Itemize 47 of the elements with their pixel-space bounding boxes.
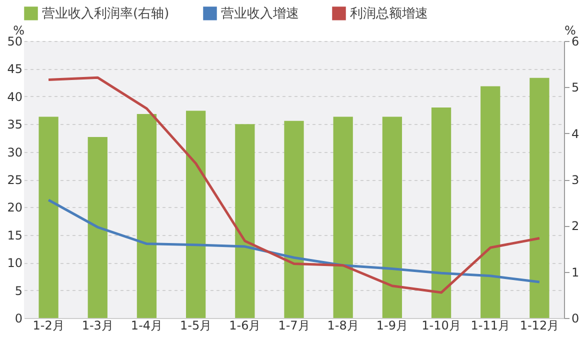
y-tick-label: 10 xyxy=(7,256,22,270)
legend-label: 营业收入增速 xyxy=(221,6,299,22)
y-tick-label: 15 xyxy=(7,228,22,242)
x-tick-label: 1-5月 xyxy=(180,318,212,332)
y2-tick-label: 6 xyxy=(572,34,580,48)
y-tick-label: 40 xyxy=(7,90,22,104)
y2-tick-label: 1 xyxy=(572,265,580,280)
x-tick-label: 1-11月 xyxy=(470,318,510,332)
bar xyxy=(235,124,255,318)
x-tick-label: 1-4月 xyxy=(130,318,163,332)
legend-label: 利润总额增速 xyxy=(350,6,428,22)
y-tick-label: 20 xyxy=(7,200,22,215)
bar xyxy=(38,116,58,318)
bar xyxy=(480,86,500,318)
line-series xyxy=(47,76,541,294)
y2-tick-label: 4 xyxy=(572,126,580,141)
x-tick-label: 1-10月 xyxy=(422,318,461,332)
x-tick-label: 1-7月 xyxy=(278,318,310,332)
bar xyxy=(530,78,550,318)
legend-label: 营业收入利润率(右轴) xyxy=(42,5,170,22)
y-tick-label: 35 xyxy=(7,118,22,132)
y2-tick-label: 5 xyxy=(572,80,580,95)
bar xyxy=(136,114,157,318)
y-tick-label: 0 xyxy=(14,312,22,326)
line-series xyxy=(47,198,541,284)
y2-axis-title: % xyxy=(564,24,576,38)
y-tick-label: 5 xyxy=(14,284,22,298)
x-tick-label: 1-8月 xyxy=(327,318,359,332)
y-tick-label: 25 xyxy=(7,173,22,187)
x-tick-label: 1-6月 xyxy=(229,318,261,332)
y-tick-label: 45 xyxy=(7,62,22,76)
y-axis-title: % xyxy=(13,24,24,38)
x-tick-label: 1-2月 xyxy=(32,318,64,332)
bar xyxy=(284,120,304,318)
bar xyxy=(333,116,353,318)
x-tick-label: 1-3月 xyxy=(82,318,114,332)
x-tick-label: 1-9月 xyxy=(376,318,408,332)
y2-tick-label: 0 xyxy=(572,312,580,326)
y-tick-label: 50 xyxy=(7,34,22,48)
x-tick-label: 1-12月 xyxy=(520,318,560,332)
bar xyxy=(382,116,402,318)
y-tick-label: 30 xyxy=(7,145,22,160)
y2-tick-label: 3 xyxy=(572,173,580,187)
y2-tick-label: 2 xyxy=(572,219,580,234)
bar xyxy=(431,107,452,318)
bar xyxy=(88,137,108,318)
bar xyxy=(186,110,206,318)
